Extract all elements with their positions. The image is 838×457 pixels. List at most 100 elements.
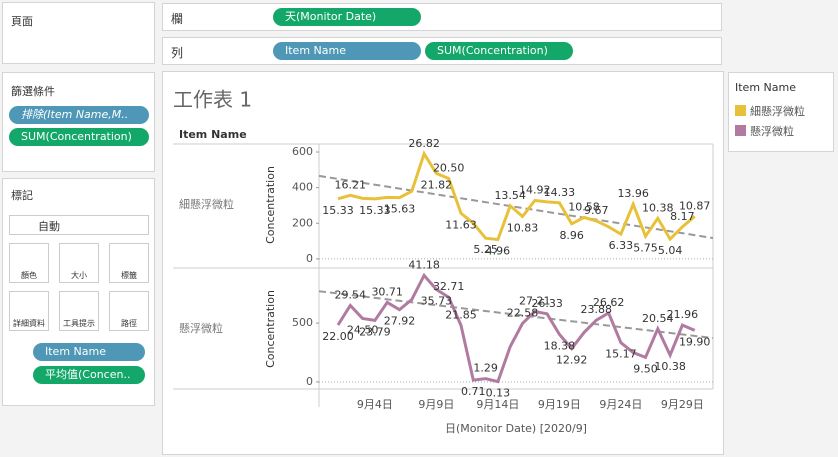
data-label: 19.90: [679, 335, 711, 348]
data-label: 13.54: [494, 189, 526, 202]
filters-card: 篩選條件排除(Item Name,M.. SUM(Concentration): [2, 72, 155, 172]
data-label: 26.33: [531, 297, 563, 310]
data-label: 13.96: [617, 187, 649, 200]
y-tick-label: 500: [292, 316, 313, 329]
button[interactable]: 大小: [59, 243, 99, 283]
data-label: 10.83: [507, 221, 539, 234]
x-tick-label: 9月14日: [476, 398, 519, 411]
data-label: 30.71: [371, 285, 403, 298]
data-label: 0.71: [461, 385, 486, 398]
row-label: 細懸浮微粒: [179, 197, 234, 211]
x-tick-label: 9月9日: [418, 398, 454, 411]
y-tick-label: 0: [306, 252, 313, 265]
data-label: 20.54: [642, 312, 674, 325]
pill[interactable]: Item Name: [33, 343, 145, 361]
data-label: 26.82: [408, 137, 440, 150]
legend: Item Name 細懸浮微粒懸浮微粒: [728, 72, 834, 152]
data-label: 16.21: [335, 178, 367, 191]
columns-label: 欄: [171, 12, 184, 26]
pill[interactable]: Item Name: [273, 42, 421, 60]
x-tick-label: 9月19日: [538, 398, 581, 411]
legend-label: 細懸浮微粒: [750, 105, 805, 118]
data-label: 5.75: [633, 241, 658, 254]
row-header: Item Name: [179, 128, 247, 141]
filters-title: 篩選條件: [11, 85, 55, 98]
data-label: 15.33: [359, 204, 391, 217]
rows-label: 列: [171, 46, 184, 60]
button[interactable]: 詳細資料: [9, 291, 49, 331]
data-label: 23.79: [359, 325, 391, 338]
legend-swatch: [735, 105, 746, 116]
data-label: 10.38: [642, 201, 674, 214]
data-label: 23.88: [581, 303, 613, 316]
data-label: 10.38: [654, 360, 686, 373]
y-tick-label: 200: [292, 216, 313, 229]
x-axis-title: 日(Monitor Date) [2020/9]: [445, 422, 587, 435]
data-label: 11.63: [445, 218, 477, 231]
line: [336, 272, 696, 384]
rows-shelf: 列 Item Name SUM(Concentration): [162, 37, 722, 65]
legend-item[interactable]: 懸浮微粒: [735, 123, 794, 139]
pages-card: 頁面: [2, 2, 155, 64]
y-tick-label: 0: [306, 375, 313, 388]
data-label: 5.25: [473, 243, 498, 256]
data-label: 18.38: [544, 339, 576, 352]
line: [337, 150, 696, 242]
button[interactable]: 路徑: [109, 291, 149, 331]
data-label: 15.63: [384, 203, 416, 216]
data-label: 6.33: [609, 239, 634, 252]
marks-card: 標記 自動 顏色 大小 標籤 詳細資料 工具提示 路徑 Item Name 平均值(Con…: [2, 178, 155, 406]
pill[interactable]: 天(Monitor Date): [273, 8, 421, 26]
data-label: 8.17: [670, 210, 695, 223]
button[interactable]: 工具提示: [59, 291, 99, 331]
data-label: 26.62: [593, 296, 625, 309]
sheet-title: 工作表 1: [173, 88, 252, 112]
pill[interactable]: 排除(Item Name,M..: [9, 106, 149, 124]
trend-line: [318, 174, 714, 240]
button[interactable]: 顏色: [9, 243, 49, 283]
data-label: 22.58: [507, 306, 539, 319]
trend-line: [318, 290, 714, 340]
legend-title: Item Name: [735, 81, 796, 94]
y-tick-label: 600: [292, 145, 313, 158]
data-label: 1.29: [473, 362, 498, 375]
data-label: 22.00: [322, 330, 354, 343]
y-axis-title: Concentration: [264, 166, 277, 244]
data-label: 12.92: [556, 354, 588, 367]
mark-type[interactable]: 自動: [9, 215, 149, 235]
data-label: 9.67: [584, 204, 609, 217]
pill[interactable]: 平均值(Concen..: [33, 366, 145, 384]
data-label: 14.92: [519, 183, 551, 196]
data-label: 4.96: [486, 244, 511, 257]
data-label: 8.96: [559, 229, 584, 242]
data-label: 21.85: [445, 308, 477, 321]
marks-title: 標記: [11, 189, 33, 202]
y-axis-title: Concentration: [264, 290, 277, 368]
x-tick-label: 9月24日: [599, 398, 642, 411]
chart: 工作表 1 Item Name 日(Monitor Date) [2020/9]…: [162, 71, 724, 455]
data-label: 21.82: [421, 178, 453, 191]
data-label: 32.71: [433, 280, 465, 293]
columns-shelf: 欄 天(Monitor Date): [162, 3, 722, 31]
data-label: 27.21: [519, 294, 551, 307]
button[interactable]: 標籤: [109, 243, 149, 283]
data-label: 24.50: [347, 324, 379, 337]
x-tick-label: 9月29日: [661, 398, 704, 411]
data-label: 14.33: [544, 186, 576, 199]
legend-item[interactable]: 細懸浮微粒: [735, 103, 805, 119]
data-label: 20.50: [433, 162, 465, 175]
legend-label: 懸浮微粒: [750, 125, 794, 138]
y-tick-label: 400: [292, 181, 313, 194]
data-label: 5.04: [658, 244, 683, 257]
data-label: 9.50: [633, 362, 658, 375]
data-label: 15.33: [322, 204, 354, 217]
data-label: 35.73: [421, 294, 453, 307]
row-label: 懸浮微粒: [179, 321, 223, 335]
pill[interactable]: SUM(Concentration): [425, 42, 573, 60]
data-label: 27.92: [384, 315, 416, 328]
legend-swatch: [735, 125, 746, 136]
pill[interactable]: SUM(Concentration): [9, 128, 149, 146]
data-label: 21.96: [667, 308, 699, 321]
x-tick-label: 9月4日: [357, 398, 393, 411]
